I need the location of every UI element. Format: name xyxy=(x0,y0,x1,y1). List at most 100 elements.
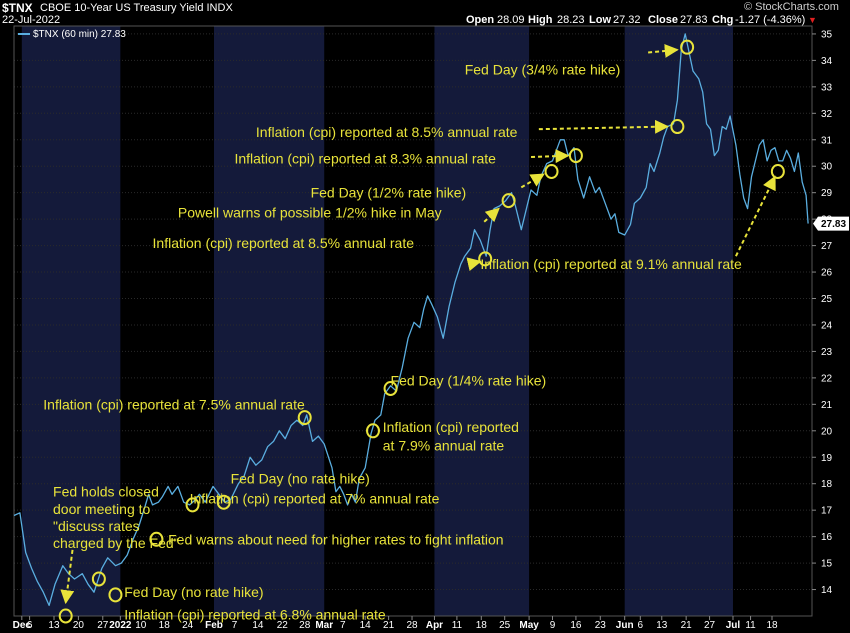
event-marker xyxy=(501,193,516,209)
chart-date: 22-Jul-2022 xyxy=(2,14,61,26)
legend-text: $TNX (60 min) 27.83 xyxy=(33,29,126,40)
annotation-text: "discuss rates xyxy=(53,518,140,534)
x-tick-label: 13 xyxy=(656,620,668,631)
x-tick-label: 27 xyxy=(704,620,716,631)
change-label: Chg xyxy=(712,14,734,26)
annotation-arrow xyxy=(531,149,570,164)
annotation-text: Inflation (cpi) reported at 9.1% annual … xyxy=(480,256,742,272)
x-tick-label: 7 xyxy=(340,620,346,631)
y-tick-label: 33 xyxy=(821,82,833,93)
y-tick-label: 14 xyxy=(821,585,833,596)
event-marker xyxy=(58,608,73,624)
x-tick-label: 10 xyxy=(135,620,147,631)
y-tick-label: 24 xyxy=(821,320,833,331)
annotation-arrow xyxy=(735,175,776,257)
event-marker xyxy=(544,164,559,180)
y-tick-label: 25 xyxy=(821,294,833,305)
annotation-text: Inflation (cpi) reported at 8.5% annual … xyxy=(153,235,415,251)
annotation-text: Fed Day (no rate hike) xyxy=(124,584,263,600)
x-tick-label: Jul xyxy=(726,620,741,631)
annotation-arrow xyxy=(648,43,679,58)
annotation-arrow xyxy=(538,119,670,134)
y-tick-label: 34 xyxy=(821,56,833,67)
annotation-text: charged by the Fed" xyxy=(53,535,179,551)
annotation-text: Fed Day (3/4% rate hike) xyxy=(465,62,621,78)
x-tick-label: Mar xyxy=(315,620,333,631)
y-tick-label: 16 xyxy=(821,532,833,543)
annotation-text: Inflation (cpi) reported at 8.5% annual … xyxy=(256,124,518,140)
y-tick-label: 18 xyxy=(821,479,833,490)
tnx-series-line xyxy=(13,33,809,607)
event-marker xyxy=(108,587,123,603)
event-marker xyxy=(185,497,200,513)
x-tick-label: 16 xyxy=(570,620,582,631)
y-tick-label: 30 xyxy=(821,162,833,173)
x-tick-label: 21 xyxy=(383,620,395,631)
x-tick-label: 13 xyxy=(48,620,60,631)
annotation-arrow xyxy=(520,173,545,189)
x-tick-label: 6 xyxy=(638,620,644,631)
annotation-arrow xyxy=(483,207,500,223)
x-tick-label: 11 xyxy=(452,620,463,631)
x-tick-label: Feb xyxy=(205,620,223,631)
low-label: Low xyxy=(589,14,611,26)
x-tick-label: 2022 xyxy=(109,620,132,631)
x-tick-label: 25 xyxy=(499,620,511,631)
down-arrow-icon: ▼ xyxy=(808,15,817,25)
change-value: -1.27 (-4.36%) xyxy=(735,14,806,26)
x-tick-label: 22 xyxy=(277,620,289,631)
annotation-arrow xyxy=(466,257,482,272)
annotation-text: Inflation (cpi) reported at 7.5% annual … xyxy=(43,396,305,412)
symbol-label: $TNX xyxy=(2,1,33,15)
y-tick-label: 26 xyxy=(821,268,833,279)
y-tick-label: 21 xyxy=(821,400,833,411)
event-marker xyxy=(297,410,312,426)
high-label: High xyxy=(528,14,553,26)
y-tick-label: 29 xyxy=(821,188,833,199)
month-band xyxy=(21,26,121,616)
y-tick-label: 22 xyxy=(821,373,833,384)
y-tick-label: 19 xyxy=(821,453,833,464)
annotation-arrow xyxy=(60,549,75,605)
event-marker xyxy=(568,148,583,164)
y-tick-label: 15 xyxy=(821,559,833,570)
close-value: 27.83 xyxy=(680,14,708,26)
x-tick-label: May xyxy=(519,620,539,631)
event-marker xyxy=(670,119,685,135)
x-tick-label: 6 xyxy=(27,620,33,631)
annotation-text: Inflation (cpi) reported xyxy=(383,419,519,435)
y-tick-label: 17 xyxy=(821,506,833,517)
event-marker xyxy=(91,571,106,587)
y-tick-label: 20 xyxy=(821,426,833,437)
open-value: 28.09 xyxy=(497,14,525,26)
last-price-label: 27.83 xyxy=(821,219,846,230)
y-tick-label: 27 xyxy=(821,241,833,252)
y-tick-label: 32 xyxy=(821,109,833,120)
x-tick-label: 18 xyxy=(766,620,778,631)
annotation-text: Inflation (cpi) reported at 7% annual ra… xyxy=(190,490,440,506)
annotation-text: Powell warns of possible 1/2% hike in Ma… xyxy=(178,205,442,221)
x-tick-label: 23 xyxy=(595,620,607,631)
event-marker xyxy=(770,164,785,180)
annotation-text: Fed Day (no rate hike) xyxy=(231,470,370,486)
annotation-text: Fed Day (1/4% rate hike) xyxy=(391,373,547,389)
x-tick-label: 21 xyxy=(681,620,693,631)
event-marker xyxy=(680,39,695,55)
annotation-text: at 7.9% annual rate xyxy=(383,437,505,453)
x-tick-label: 14 xyxy=(360,620,372,631)
month-band xyxy=(213,26,325,616)
event-marker xyxy=(383,380,398,396)
month-band xyxy=(434,26,530,616)
event-marker xyxy=(149,531,164,547)
y-tick-label: 31 xyxy=(821,135,833,146)
last-price-tag: 27.83 xyxy=(813,216,849,231)
x-tick-label: 9 xyxy=(550,620,556,631)
month-band xyxy=(624,26,733,616)
x-tick-label: 7 xyxy=(232,620,238,631)
x-tick-label: 20 xyxy=(73,620,85,631)
x-tick-label: 18 xyxy=(476,620,488,631)
high-value: 28.23 xyxy=(557,14,585,26)
y-tick-label: 23 xyxy=(821,347,833,358)
x-tick-label: Dec xyxy=(13,620,32,631)
